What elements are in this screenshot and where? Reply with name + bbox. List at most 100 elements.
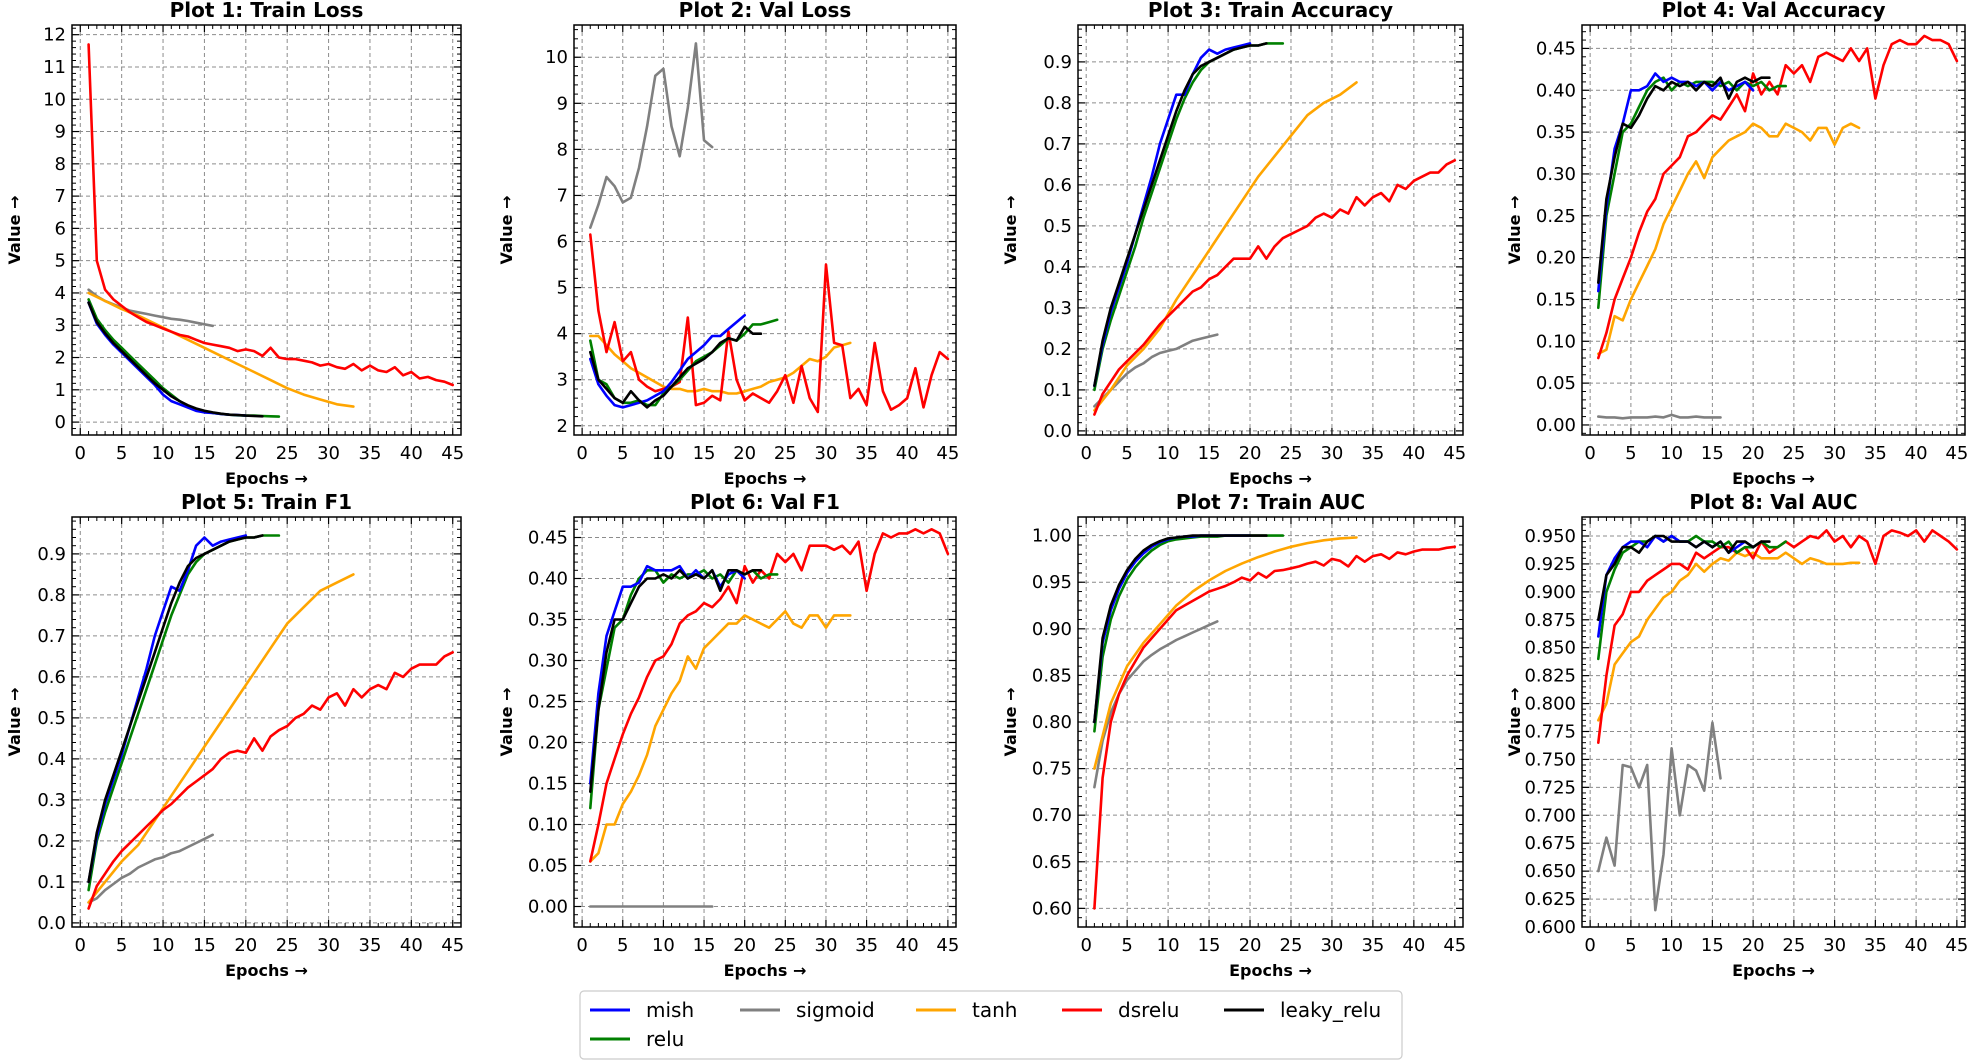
y-tick-label: 0.725 [1524, 777, 1576, 798]
x-tick-label: 25 [276, 443, 299, 464]
x-tick-label: 20 [1239, 443, 1262, 464]
y-tick-label: 0.10 [528, 815, 568, 836]
y-tick-label: 0.700 [1524, 805, 1576, 826]
series-line-leaky_relu [588, 325, 763, 409]
x-tick-label: 45 [1945, 935, 1968, 956]
y-tick-label: 7 [557, 185, 568, 206]
x-tick-label: 40 [896, 443, 919, 464]
x-tick-label: 0 [576, 443, 587, 464]
axes-frame [1077, 24, 1464, 436]
y-tick-label: 9 [55, 122, 66, 143]
x-tick-label: 25 [774, 935, 797, 956]
x-tick-label: 0 [1584, 935, 1595, 956]
y-tick-label: 0.9 [1043, 52, 1072, 73]
x-tick-label: 0 [1080, 443, 1091, 464]
y-tick-label: 0.4 [1043, 257, 1072, 278]
axes-frame [71, 24, 462, 436]
y-tick-label: 0.20 [1536, 248, 1576, 269]
series-line-tanh [1597, 551, 1861, 722]
y-tick-label: 0.1 [1043, 380, 1072, 401]
series-line-dsrelu [588, 233, 950, 414]
x-tick-label: 40 [1402, 935, 1425, 956]
y-tick-label: 0.7 [37, 626, 66, 647]
x-tick-label: 20 [733, 443, 756, 464]
x-tick-label: 20 [1239, 935, 1262, 956]
series-line-relu [1093, 42, 1285, 392]
y-tick-label: 0.90 [1032, 619, 1072, 640]
chart-panel-7: 0 5 10 15 20 25 30 35 40 45 0.60 0.65 0.70 0.75 0.80 0.… [1001, 490, 1466, 980]
y-tick-label: 0.925 [1524, 554, 1576, 575]
y-tick-label: 0.25 [528, 692, 568, 713]
y-axis-label: Value → [497, 687, 516, 756]
y-tick-label: 0.05 [1536, 373, 1576, 394]
y-tick-label: 11 [43, 57, 66, 78]
y-tick-label: 0.15 [528, 774, 568, 795]
x-axis-label: Epochs → [724, 469, 807, 488]
x-tick-label: 15 [1701, 935, 1724, 956]
x-tick-label: 10 [1660, 443, 1683, 464]
y-tick-label: 0.85 [1032, 665, 1072, 686]
x-axis-label: Epochs → [1732, 469, 1815, 488]
x-tick-label: 40 [400, 443, 423, 464]
y-tick-label: 0.3 [37, 790, 66, 811]
series-line-mish [87, 301, 248, 417]
y-tick-label: 1 [55, 380, 66, 401]
x-tick-label: 40 [400, 935, 423, 956]
chart-title: Plot 2: Val Loss [679, 0, 852, 22]
x-tick-label: 5 [1121, 443, 1132, 464]
y-tick-label: 8 [55, 154, 66, 175]
y-tick-label: 0.6 [37, 667, 66, 688]
x-tick-label: 45 [1945, 443, 1968, 464]
series-line-tanh [588, 609, 852, 863]
y-tick-label: 0.40 [528, 569, 568, 590]
y-tick-label: 0.65 [1032, 852, 1072, 873]
x-tick-label: 30 [1320, 443, 1343, 464]
x-tick-label: 5 [1121, 935, 1132, 956]
y-tick-label: 0.2 [1043, 339, 1072, 360]
x-tick-label: 30 [1320, 935, 1343, 956]
chart-title: Plot 6: Val F1 [690, 490, 840, 514]
series-line-leaky_relu [87, 534, 264, 884]
x-tick-label: 25 [1280, 935, 1303, 956]
legend-label-dsrelu: dsrelu [1118, 998, 1179, 1022]
y-tick-label: 0.30 [528, 651, 568, 672]
x-tick-label: 30 [1823, 443, 1846, 464]
y-tick-label: 10 [545, 47, 568, 68]
y-tick-label: 8 [557, 139, 568, 160]
y-tick-label: 0.95 [1032, 572, 1072, 593]
x-tick-label: 5 [617, 443, 628, 464]
legend-frame [579, 990, 1403, 1060]
y-tick-label: 0.800 [1524, 694, 1576, 715]
x-tick-label: 25 [276, 935, 299, 956]
x-tick-label: 20 [1742, 443, 1765, 464]
series-line-mish [1597, 72, 1755, 293]
y-tick-label: 0.675 [1524, 833, 1576, 854]
series-line-dsrelu [588, 527, 950, 863]
series-line-sigmoid [1597, 413, 1722, 420]
y-tick-label: 0.0 [1043, 421, 1072, 442]
y-tick-label: 0.750 [1524, 749, 1576, 770]
legend-label-relu: relu [646, 1027, 684, 1051]
y-tick-label: 0.2 [37, 831, 66, 852]
x-tick-label: 0 [75, 935, 86, 956]
x-tick-label: 15 [1198, 935, 1221, 956]
x-tick-label: 15 [693, 443, 716, 464]
y-axis-label: Value → [497, 195, 516, 264]
y-tick-label: 0.30 [1536, 164, 1576, 185]
series-line-sigmoid [1093, 620, 1219, 789]
y-tick-label: 0.10 [1536, 331, 1576, 352]
x-tick-label: 35 [1361, 443, 1384, 464]
y-tick-label: 0.950 [1524, 526, 1576, 547]
x-tick-label: 25 [1782, 935, 1805, 956]
y-tick-label: 0.00 [528, 897, 568, 918]
x-tick-label: 0 [75, 443, 86, 464]
series-line-dsrelu [87, 43, 455, 387]
y-tick-label: 10 [43, 89, 66, 110]
y-tick-label: 3 [557, 370, 568, 391]
y-tick-label: 4 [55, 283, 66, 304]
chart-title: Plot 7: Train AUC [1176, 490, 1365, 514]
y-tick-label: 0.4 [37, 749, 66, 770]
y-tick-label: 0.1 [37, 872, 66, 893]
